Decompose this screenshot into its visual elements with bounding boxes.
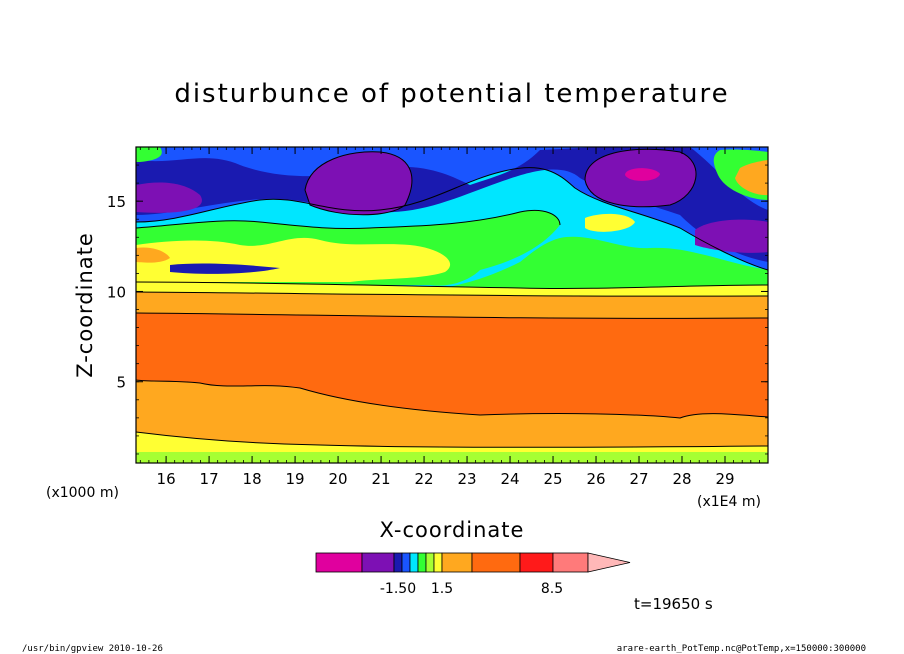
colorbar-swatch bbox=[471, 552, 521, 573]
orange-blob-left bbox=[136, 247, 170, 263]
plot-area bbox=[136, 147, 768, 463]
colorbar-swatch bbox=[417, 552, 427, 573]
colorbar-swatch bbox=[552, 552, 589, 573]
colorbar-swatch bbox=[361, 552, 395, 573]
x-unit-right: (x1E4 m) bbox=[697, 494, 761, 510]
y-tick-label: 15 bbox=[107, 193, 126, 211]
colorbar-swatch bbox=[519, 552, 554, 573]
x-tick-label: 16 bbox=[157, 470, 176, 488]
navy-streak bbox=[170, 263, 280, 274]
purple-blob-far-right bbox=[695, 219, 768, 253]
colorbar-swatch bbox=[393, 552, 403, 573]
yellow-blob-right bbox=[585, 213, 635, 232]
x-tick-label: 17 bbox=[200, 470, 219, 488]
chart-title: disturbunce of potential temperature bbox=[174, 79, 729, 109]
orange-blob-top-right bbox=[735, 160, 768, 196]
colorbar bbox=[315, 552, 631, 573]
magenta-core bbox=[625, 168, 660, 181]
x-axis: 16 17 18 19 20 21 22 23 24 25 26 27 28 29 bbox=[139, 147, 769, 488]
green-corner-top-left bbox=[136, 147, 162, 162]
x-tick-label: 23 bbox=[458, 470, 477, 488]
colorbar-label-mid: 1.5 bbox=[431, 581, 453, 597]
x-tick-label: 29 bbox=[715, 470, 734, 488]
colorbar-swatch bbox=[409, 552, 419, 573]
x-tick-label: 20 bbox=[329, 470, 348, 488]
hot-core-layer bbox=[136, 313, 768, 418]
yellow-band bbox=[136, 237, 451, 282]
colorbar-swatch bbox=[401, 552, 411, 573]
contour-lines bbox=[136, 148, 768, 448]
x-tick-label: 19 bbox=[286, 470, 305, 488]
green-band-right bbox=[430, 236, 768, 290]
purple-blob-left bbox=[136, 182, 202, 213]
x-tick-label: 25 bbox=[543, 470, 562, 488]
x-tick-label: 24 bbox=[500, 470, 519, 488]
x-tick-label: 22 bbox=[415, 470, 434, 488]
colorbar-label-max: 8.5 bbox=[541, 581, 563, 597]
colorbar-arrow bbox=[587, 552, 631, 573]
x-tick-label: 26 bbox=[586, 470, 605, 488]
y-axis-label: Z-coordinate bbox=[73, 232, 97, 378]
purple-blob-center bbox=[305, 151, 412, 215]
x-unit-left: (x1000 m) bbox=[46, 485, 119, 501]
colorbar-swatch bbox=[425, 552, 435, 573]
x-tick-label: 28 bbox=[672, 470, 691, 488]
colorbar-label-min: -1.50 bbox=[380, 581, 416, 597]
x-tick-label: 18 bbox=[243, 470, 262, 488]
colorbar-swatch bbox=[441, 552, 473, 573]
colorbar-swatch bbox=[315, 552, 363, 573]
footer-right: arare-earth_PotTemp.nc@PotTemp,x=150000:… bbox=[617, 644, 866, 654]
x-axis-label: X-coordinate bbox=[380, 518, 525, 542]
y-tick-label: 5 bbox=[116, 374, 126, 392]
x-tick-label: 27 bbox=[629, 470, 648, 488]
x-tick-label: 21 bbox=[372, 470, 391, 488]
footer-left: /usr/bin/gpview 2010-10-26 bbox=[22, 644, 163, 654]
y-tick-label: 10 bbox=[107, 283, 126, 301]
plot-frame bbox=[135, 146, 769, 464]
y-axis: 5 10 15 bbox=[107, 146, 768, 455]
time-label: t=19650 s bbox=[634, 595, 713, 613]
green-surface bbox=[136, 452, 768, 463]
colorbar-swatch bbox=[433, 552, 443, 573]
